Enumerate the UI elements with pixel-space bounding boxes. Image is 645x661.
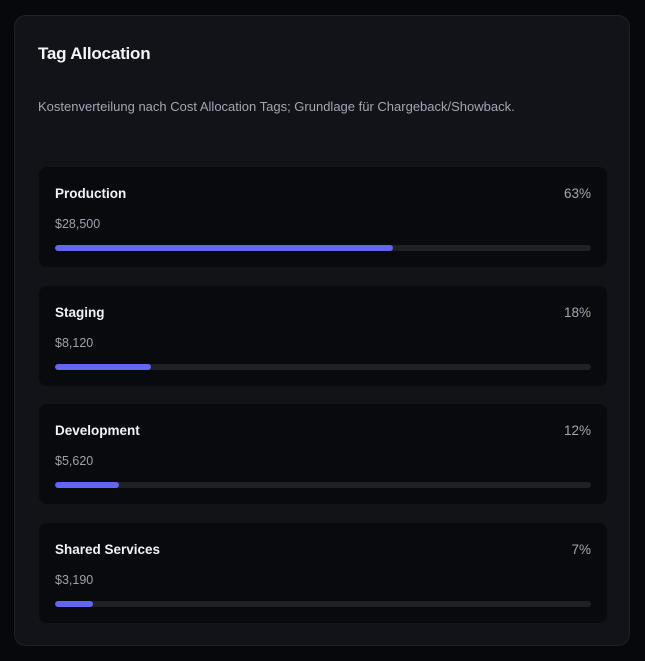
allocation-progress-fill [55,245,393,251]
allocation-name: Production [55,186,127,201]
card-description: Kostenverteilung nach Cost Allocation Ta… [38,99,515,114]
allocation-progress-track [55,363,591,370]
allocation-progress-track [55,245,591,251]
allocation-item-development: Development 12% $5,620 [39,404,607,504]
allocation-progress-fill [55,600,93,607]
allocation-list: Production 63% $28,500 Staging 18% $8,12… [39,167,607,641]
allocation-progress-fill [55,482,120,488]
allocation-item-production: Production 63% $28,500 [39,167,607,267]
allocation-progress-fill [55,363,152,370]
allocation-percent: 18% [563,304,591,320]
allocation-name: Shared Services [55,541,161,557]
allocation-percent: 12% [563,423,591,438]
allocation-progress-track [55,482,591,488]
allocation-percent: 7% [571,541,591,557]
allocation-amount: $28,500 [55,217,101,231]
allocation-name: Staging [55,304,105,320]
allocation-progress-track [55,600,591,607]
allocation-percent: 63% [563,186,591,201]
allocation-amount: $5,620 [55,454,94,468]
tag-allocation-card: Tag Allocation Kostenverteilung nach Cos… [14,15,630,646]
allocation-name: Development [55,423,140,438]
card-title: Tag Allocation [38,44,151,63]
allocation-item-staging: Staging 18% $8,120 [39,285,607,386]
allocation-amount: $8,120 [55,335,94,350]
allocation-item-shared-services: Shared Services 7% $3,190 [39,522,607,623]
allocation-amount: $3,190 [55,572,94,587]
